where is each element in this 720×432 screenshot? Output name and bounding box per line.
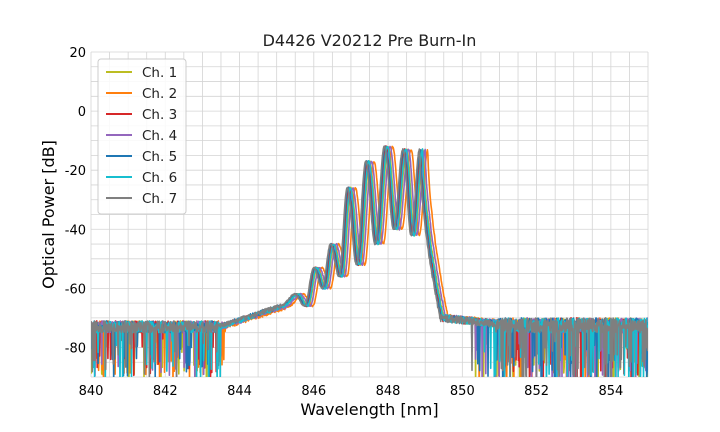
x-tick-label: 844 (227, 384, 252, 399)
x-tick-label: 850 (450, 384, 475, 399)
legend-box (97, 58, 187, 215)
x-tick-label: 852 (524, 384, 549, 399)
legend: Ch. 1 Ch. 2 Ch. 3 Ch. 4 Ch. 5 Ch. 6 Ch. 7 (97, 58, 187, 215)
y-tick-label: -80 (65, 341, 86, 356)
legend-label: Ch. 5 (142, 149, 177, 165)
series-line-ch-7 (91, 145, 648, 377)
y-tick-label: 20 (69, 46, 86, 61)
legend-label: Ch. 7 (142, 191, 177, 207)
x-axis-title: Wavelength [nm] (300, 400, 438, 419)
x-tick-label: 854 (598, 384, 623, 399)
series-line-ch-4 (91, 145, 648, 377)
legend-label: Ch. 4 (142, 128, 177, 144)
legend-label: Ch. 1 (142, 65, 177, 81)
x-tick-label: 846 (301, 384, 326, 399)
legend-label: Ch. 3 (142, 107, 177, 123)
x-tick-label: 842 (153, 384, 178, 399)
y-axis-title: Optical Power [dB] (39, 140, 58, 289)
legend-label: Ch. 2 (142, 86, 177, 102)
x-tick-label: 840 (79, 384, 104, 399)
y-tick-label: -60 (65, 282, 86, 297)
x-tick-label: 848 (376, 384, 401, 399)
y-tick-label: -40 (65, 223, 86, 238)
chart-title: D4426 V20212 Pre Burn-In (263, 31, 477, 50)
series-layer (91, 145, 648, 377)
tick-labels: 840 842 844 846 848 850 852 854 -80 -60 -40 -20 0 20 (65, 46, 624, 399)
y-tick-label: 0 (78, 105, 86, 120)
y-tick-label: -20 (65, 164, 86, 179)
legend-label: Ch. 6 (142, 170, 177, 186)
